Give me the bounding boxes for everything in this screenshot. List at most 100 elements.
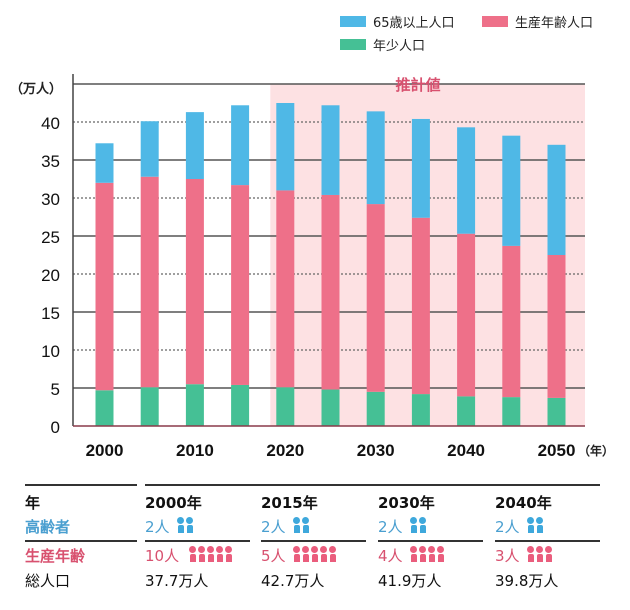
legend-swatch-working	[482, 16, 508, 27]
total-population-value: 41.9万人	[378, 572, 442, 590]
person-icon	[428, 546, 435, 562]
bar-elderly-2020	[276, 103, 295, 191]
elderly-ratio-value: 2人	[378, 518, 403, 536]
elderly-person-icons	[177, 517, 193, 533]
bar-elderly-2000	[95, 143, 114, 183]
bar-youth-2005	[140, 387, 159, 426]
bar-working-2040	[457, 233, 476, 397]
total-population-value: 37.7万人	[145, 572, 209, 590]
elderly-person-icons	[410, 517, 426, 533]
person-icon	[437, 546, 444, 562]
elderly-ratio-value: 2人	[261, 518, 286, 536]
person-icon	[527, 546, 534, 562]
bar-working-2005	[140, 176, 159, 388]
bar-elderly-2050	[547, 144, 566, 255]
bar-youth-2045	[502, 397, 521, 426]
working-person-icons	[410, 546, 444, 562]
bar-youth-2040	[457, 396, 476, 426]
column-year: 2015年	[261, 494, 318, 512]
person-icon	[536, 517, 543, 533]
bar-working-2025	[321, 194, 340, 390]
person-icon	[536, 546, 543, 562]
column-mid-rule	[495, 540, 600, 542]
working-person-icons	[189, 546, 232, 562]
y-axis-label: （万人）	[10, 81, 62, 97]
person-icon	[410, 517, 417, 533]
column-year: 2000年	[145, 494, 202, 512]
legend-label-working: 生産年齢人口	[515, 16, 594, 31]
y-tick-label: 30	[41, 190, 60, 209]
x-tick-label: 2050	[538, 441, 576, 460]
person-icon	[320, 546, 327, 562]
person-icon	[302, 546, 309, 562]
person-icon	[225, 546, 232, 562]
person-icon	[419, 546, 426, 562]
x-tick-label: 2020	[266, 441, 304, 460]
person-icon	[311, 546, 318, 562]
bar-youth-2050	[547, 397, 566, 426]
x-tick-label: 2000	[86, 441, 124, 460]
person-icon	[177, 517, 184, 533]
table-mid-rule-labels	[25, 540, 137, 542]
working-ratio-value: 5人	[261, 547, 286, 565]
working-ratio-value: 3人	[495, 547, 520, 565]
legend-item-working: 生産年齢人口	[482, 12, 593, 31]
person-icon	[410, 546, 417, 562]
legend-label-youth: 年少人口	[373, 39, 426, 54]
person-icon	[293, 546, 300, 562]
bar-elderly-2005	[140, 121, 159, 177]
elderly-person-icons	[293, 517, 309, 533]
bar-elderly-2040	[457, 127, 476, 234]
column-mid-rule	[145, 540, 250, 542]
table-top-rule	[145, 484, 600, 486]
projection-label: 推計値	[395, 76, 440, 94]
elderly-person-icons	[527, 517, 543, 533]
legend-swatch-elderly	[340, 16, 366, 27]
column-mid-rule	[378, 540, 483, 542]
elderly-ratio-value: 2人	[145, 518, 170, 536]
bar-youth-2010	[185, 384, 204, 426]
x-tick-label: 2030	[357, 441, 395, 460]
row-label-working: 生産年齢	[25, 547, 86, 565]
y-tick-label: 40	[41, 114, 60, 133]
person-icon	[329, 546, 336, 562]
working-ratio-value: 4人	[378, 547, 403, 565]
bar-working-2050	[547, 255, 566, 398]
bar-working-2015	[231, 185, 250, 385]
row-label-year: 年	[25, 494, 41, 512]
person-icon	[293, 517, 300, 533]
bar-working-2045	[502, 245, 521, 398]
bar-elderly-2015	[231, 105, 250, 186]
bar-working-2000	[95, 182, 114, 391]
x-tick-label: 2040	[447, 441, 485, 460]
y-tick-label: 35	[41, 152, 60, 171]
person-icon	[419, 517, 426, 533]
working-person-icons	[293, 546, 336, 562]
total-population-value: 42.7万人	[261, 572, 325, 590]
column-year: 2040年	[495, 494, 552, 512]
row-label-elderly: 高齢者	[25, 518, 71, 536]
bar-working-2035	[411, 217, 430, 395]
bar-working-2030	[366, 204, 385, 392]
legend-item-youth: 年少人口	[340, 35, 425, 54]
person-icon	[527, 517, 534, 533]
bar-elderly-2045	[502, 135, 521, 246]
bar-elderly-2030	[366, 111, 385, 205]
elderly-ratio-value: 2人	[495, 518, 520, 536]
person-icon	[198, 546, 205, 562]
person-icon	[186, 517, 193, 533]
person-icon	[207, 546, 214, 562]
person-icon	[302, 517, 309, 533]
column-year: 2030年	[378, 494, 435, 512]
bar-elderly-2035	[411, 118, 430, 218]
column-mid-rule	[261, 540, 366, 542]
working-person-icons	[527, 546, 552, 562]
bar-youth-2035	[411, 394, 430, 426]
person-icon	[189, 546, 196, 562]
y-tick-label: 15	[41, 304, 60, 323]
bar-youth-2000	[95, 390, 114, 426]
y-tick-label: 0	[51, 418, 60, 437]
legend-label-elderly: 65歳以上人口	[373, 16, 455, 31]
bar-youth-2020	[276, 387, 295, 426]
row-label-total: 総人口	[25, 572, 71, 590]
